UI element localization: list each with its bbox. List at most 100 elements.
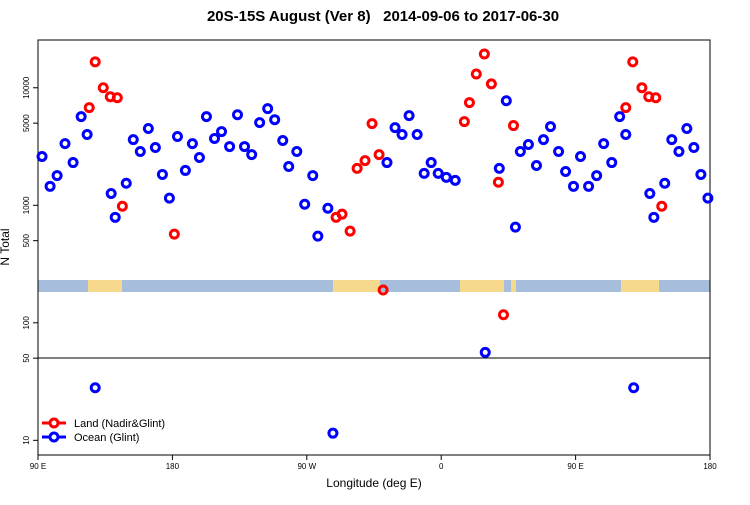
point: [81, 129, 93, 141]
point: [283, 160, 295, 172]
point: [389, 122, 401, 134]
point: [681, 123, 693, 135]
point: [36, 151, 48, 163]
point: [134, 145, 146, 157]
point: [591, 170, 603, 182]
point: [163, 192, 175, 204]
x-tick-label: 90 E: [30, 462, 46, 471]
point: [156, 168, 168, 180]
legend-label: Ocean (Glint): [74, 432, 139, 444]
point: [246, 149, 258, 161]
x-axis-label: Longitude (deg E): [326, 476, 421, 490]
point: [67, 157, 79, 169]
point: [440, 171, 452, 183]
point: [648, 211, 660, 223]
point: [411, 129, 423, 141]
point: [575, 151, 587, 163]
point: [89, 56, 101, 68]
point: [530, 160, 542, 172]
legend-marker: [48, 417, 60, 429]
point: [659, 177, 671, 189]
point: [344, 225, 356, 237]
y-tick-label: 5000: [22, 114, 31, 132]
point: [209, 133, 221, 145]
point: [537, 134, 549, 146]
point: [492, 176, 504, 188]
point: [553, 145, 565, 157]
point: [83, 102, 95, 114]
point: [620, 102, 632, 114]
point: [418, 167, 430, 179]
point: [620, 129, 632, 141]
point: [142, 123, 154, 135]
point: [666, 134, 678, 146]
x-tick-label: 180: [703, 462, 717, 471]
point: [336, 208, 348, 220]
point: [51, 170, 63, 182]
point: [171, 130, 183, 142]
point: [89, 382, 101, 394]
point: [359, 155, 371, 167]
point: [583, 180, 595, 192]
y-tick-label: 1000: [22, 196, 31, 214]
point: [463, 97, 475, 109]
point: [560, 165, 572, 177]
x-tick-label: 90 E: [567, 462, 583, 471]
point: [224, 141, 236, 153]
point: [509, 221, 521, 233]
point: [458, 116, 470, 128]
point: [307, 170, 319, 182]
point: [497, 309, 509, 321]
point: [59, 138, 71, 150]
point: [485, 78, 497, 90]
point: [478, 48, 490, 60]
point: [277, 134, 289, 146]
point: [200, 111, 212, 123]
point: [377, 284, 389, 296]
point: [598, 138, 610, 150]
point: [606, 157, 618, 169]
point: [644, 187, 656, 199]
point: [470, 68, 482, 80]
point: [507, 120, 519, 132]
point: [479, 346, 491, 358]
point: [514, 145, 526, 157]
point: [650, 92, 662, 104]
point: [120, 177, 132, 189]
point: [168, 228, 180, 240]
point: [545, 121, 557, 133]
y-tick-label: 50: [22, 353, 31, 362]
point: [179, 164, 191, 176]
point: [673, 145, 685, 157]
point: [299, 198, 311, 210]
legend-label: Land (Nadir&Glint): [74, 418, 165, 430]
point: [351, 162, 363, 174]
y-tick-label: 10: [22, 435, 31, 444]
point: [105, 187, 117, 199]
legend-marker: [48, 431, 60, 443]
series: [83, 48, 668, 321]
point: [327, 427, 339, 439]
y-tick-label: 100: [22, 316, 31, 330]
point: [695, 168, 707, 180]
point: [109, 211, 121, 223]
point: [111, 92, 123, 104]
point: [688, 142, 700, 154]
point: [373, 149, 385, 161]
point: [216, 126, 228, 138]
x-tick-label: 0: [439, 462, 444, 471]
point: [425, 157, 437, 169]
y-tick-label: 500: [22, 233, 31, 247]
point: [239, 141, 251, 153]
point: [291, 145, 303, 157]
chart-title: 20S-15S August (Ver 8) 2014-09-06 to 201…: [207, 8, 559, 25]
point: [432, 167, 444, 179]
land-mask: [38, 280, 710, 292]
x-tick-label: 90 W: [297, 462, 316, 471]
point: [149, 142, 161, 154]
point: [75, 111, 87, 123]
legend: Land (Nadir&Glint) Ocean (Glint): [42, 417, 165, 444]
point: [627, 56, 639, 68]
point: [381, 157, 393, 169]
